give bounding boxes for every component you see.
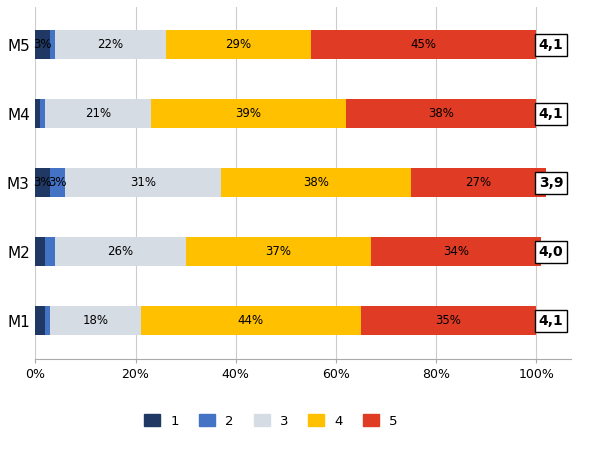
Text: 3%: 3% [33,38,52,52]
Text: 39%: 39% [235,107,261,121]
Text: 4,0: 4,0 [539,245,563,259]
Bar [371,237,541,266]
Text: 34%: 34% [443,245,469,258]
Text: 22%: 22% [97,38,123,52]
Bar [411,168,546,197]
Text: 4,1: 4,1 [539,314,564,328]
Bar [166,30,311,60]
Text: 38%: 38% [428,107,454,121]
Text: 3%: 3% [33,176,52,189]
Text: 3,9: 3,9 [539,176,563,190]
Text: 38%: 38% [303,176,329,189]
Text: 4,1: 4,1 [539,38,564,52]
Bar [35,30,51,60]
Text: 18%: 18% [82,314,108,327]
Text: 4,1: 4,1 [539,107,564,121]
Bar [55,30,166,60]
Text: 35%: 35% [436,314,461,327]
Bar [45,99,151,129]
Bar [51,168,66,197]
Bar [35,237,45,266]
Bar [41,99,45,129]
Text: 21%: 21% [85,107,111,121]
Text: 37%: 37% [265,245,291,258]
Bar [45,237,55,266]
Bar [35,99,41,129]
Text: 45%: 45% [411,38,436,52]
Legend: 1, 2, 3, 4, 5: 1, 2, 3, 4, 5 [144,415,398,428]
Text: 29%: 29% [225,38,252,52]
Text: 27%: 27% [465,176,492,189]
Bar [221,168,411,197]
Bar [55,237,185,266]
Text: 31%: 31% [130,176,156,189]
Text: 3%: 3% [49,176,67,189]
Bar [185,237,371,266]
Bar [51,30,55,60]
Bar [141,306,361,335]
Bar [311,30,536,60]
Bar [35,306,45,335]
Bar [66,168,221,197]
Bar [45,306,51,335]
Bar [51,306,141,335]
Bar [35,168,51,197]
Text: 26%: 26% [107,245,134,258]
Bar [361,306,536,335]
Bar [346,99,536,129]
Text: 44%: 44% [238,314,264,327]
Bar [151,99,346,129]
